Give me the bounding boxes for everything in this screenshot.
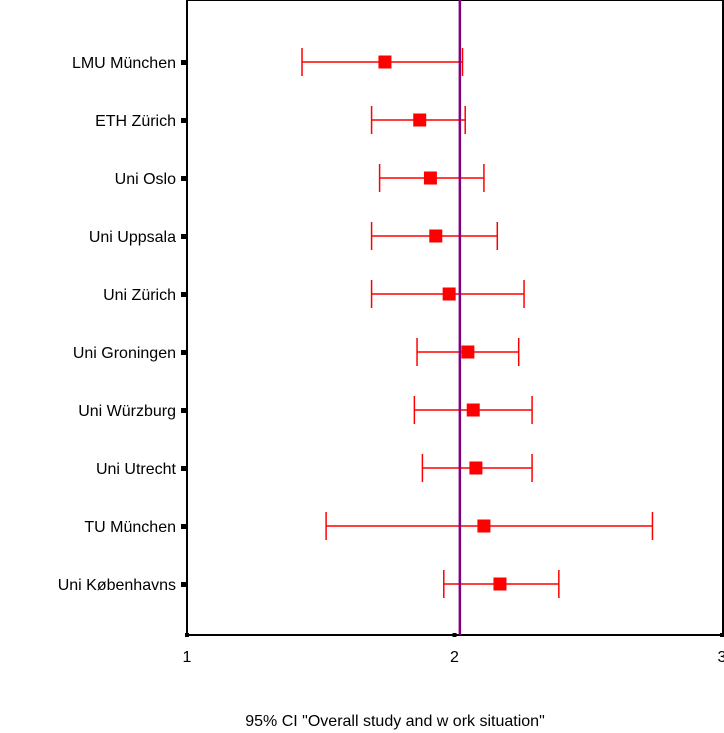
x-axis-title: 95% CI "Overall study and w ork situatio… — [245, 713, 545, 730]
category-row: Uni Uppsala — [89, 222, 499, 250]
category-label: Uni Uppsala — [89, 229, 176, 246]
x-tick-mark — [720, 633, 724, 637]
y-tick-mark — [181, 292, 186, 297]
category-label: Uni Oslo — [115, 171, 176, 188]
mean-marker — [477, 519, 491, 533]
category-row: Uni Würzburg — [78, 396, 533, 424]
x-tick-label: 3 — [718, 649, 724, 666]
mean-marker — [413, 113, 427, 127]
mean-marker — [423, 171, 437, 185]
y-tick-mark — [181, 408, 186, 413]
category-row: Uni Groningen — [73, 338, 520, 366]
x-tick-label: 1 — [183, 649, 192, 666]
x-axis-ticks: 1 2 3 — [183, 633, 724, 666]
category-rows: LMU München ETH Zürich Uni Oslo Uni Uppsala… — [58, 48, 654, 598]
y-tick-mark — [181, 60, 186, 65]
category-row: ETH Zürich — [95, 106, 466, 134]
mean-marker — [429, 229, 443, 243]
x-tick-mark — [452, 633, 457, 637]
mean-marker — [469, 461, 483, 475]
category-row: Uni Oslo — [115, 164, 485, 192]
mean-marker — [378, 55, 392, 69]
mean-marker — [466, 403, 480, 417]
mean-marker — [461, 345, 475, 359]
plot-frame — [186, 0, 724, 636]
category-label: ETH Zürich — [95, 113, 176, 130]
category-label: Uni Københavns — [58, 577, 176, 594]
category-label: Uni Würzburg — [78, 403, 176, 420]
category-label: TU München — [84, 519, 176, 536]
category-row: Uni Københavns — [58, 570, 560, 598]
category-row: TU München — [84, 512, 654, 540]
category-label: Uni Zürich — [103, 287, 176, 304]
category-label: Uni Groningen — [73, 345, 176, 362]
y-tick-mark — [181, 466, 186, 471]
y-tick-mark — [181, 176, 186, 181]
y-tick-mark — [181, 582, 186, 587]
category-label: LMU München — [72, 55, 176, 72]
y-tick-mark — [181, 118, 186, 123]
y-tick-mark — [181, 234, 186, 239]
category-row: LMU München — [72, 48, 464, 76]
x-tick-mark — [185, 633, 189, 637]
mean-marker — [493, 577, 507, 591]
category-label: Uni Utrecht — [96, 461, 177, 478]
y-tick-mark — [181, 350, 186, 355]
mean-marker — [442, 287, 456, 301]
x-tick-label: 2 — [450, 649, 459, 666]
category-row: Uni Utrecht — [96, 454, 533, 482]
category-row: Uni Zürich — [103, 280, 525, 308]
y-tick-mark — [181, 524, 186, 529]
